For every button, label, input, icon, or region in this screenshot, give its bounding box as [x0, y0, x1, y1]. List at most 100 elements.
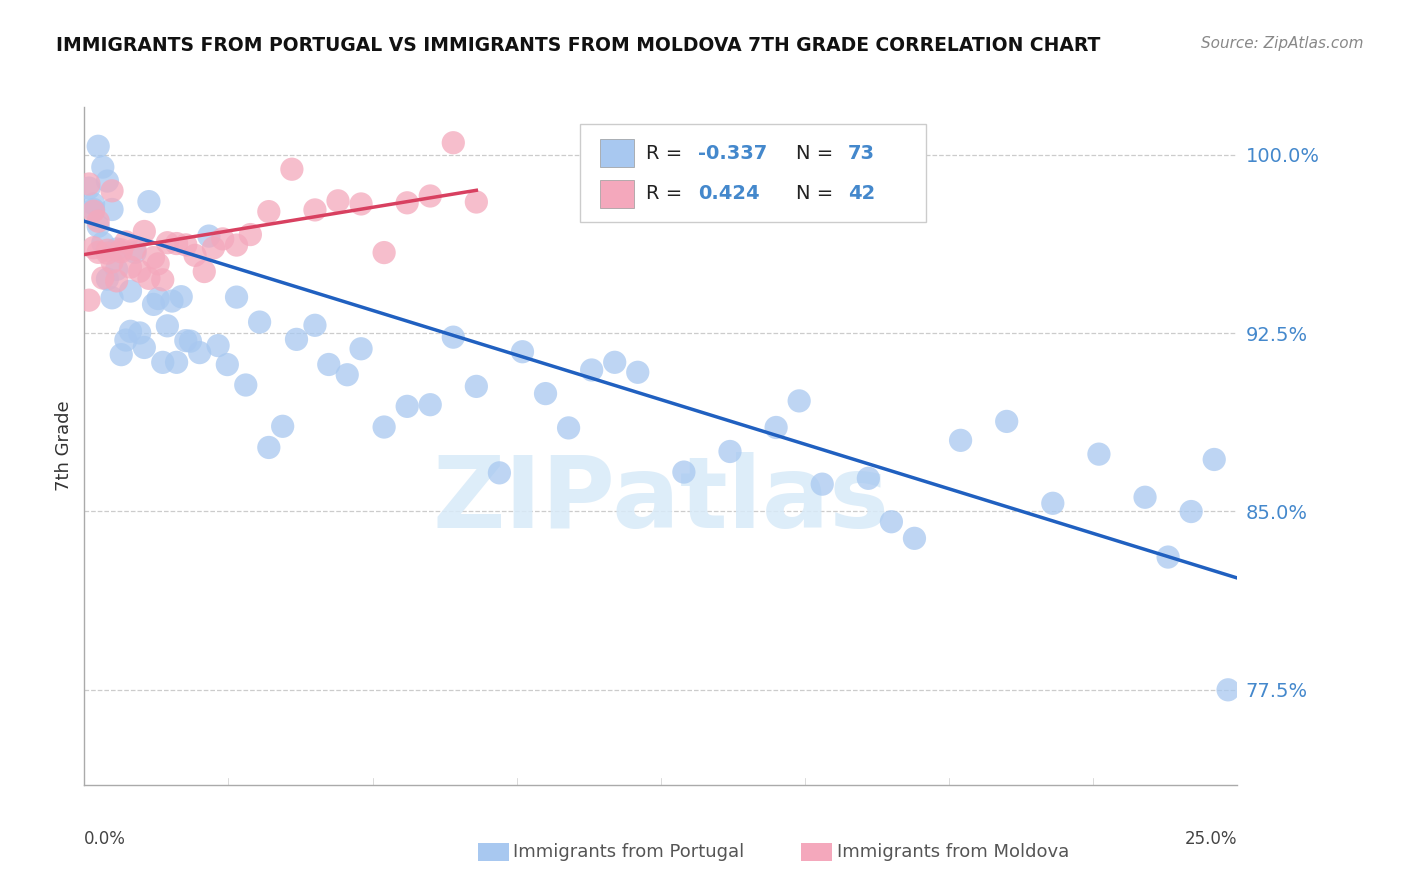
- Text: -0.337: -0.337: [697, 144, 766, 162]
- Point: [87, 245, 110, 260]
- Point: [257, 441, 280, 455]
- Text: Source: ZipAtlas.com: Source: ZipAtlas.com: [1201, 36, 1364, 51]
- Text: Immigrants from Moldova: Immigrants from Moldova: [837, 843, 1069, 861]
- Point: [249, 315, 271, 329]
- Point: [396, 195, 419, 210]
- Point: [160, 293, 183, 308]
- Point: [105, 274, 128, 288]
- Point: [207, 338, 229, 352]
- Point: [124, 243, 146, 257]
- Point: [235, 378, 257, 392]
- Point: [419, 189, 441, 203]
- Point: [91, 160, 114, 174]
- Point: [115, 235, 138, 249]
- Bar: [600, 139, 634, 168]
- Text: 73: 73: [848, 144, 875, 162]
- Point: [96, 246, 118, 260]
- Point: [134, 341, 156, 355]
- Point: [1157, 550, 1180, 565]
- FancyBboxPatch shape: [581, 124, 927, 222]
- Point: [627, 365, 650, 379]
- Point: [765, 420, 787, 434]
- Point: [257, 204, 280, 219]
- Point: [91, 271, 114, 285]
- Point: [419, 398, 441, 412]
- Point: [110, 348, 132, 362]
- Point: [211, 232, 233, 246]
- Point: [83, 202, 105, 217]
- Point: [350, 197, 373, 211]
- Point: [101, 184, 124, 198]
- Point: [174, 334, 197, 348]
- Point: [441, 330, 464, 344]
- Point: [184, 248, 207, 262]
- Text: Immigrants from Portugal: Immigrants from Portugal: [513, 843, 744, 861]
- Point: [152, 355, 174, 369]
- Point: [350, 342, 373, 356]
- Point: [87, 139, 110, 153]
- Point: [152, 273, 174, 287]
- Text: 42: 42: [848, 185, 875, 203]
- Point: [146, 257, 169, 271]
- Point: [465, 194, 488, 209]
- Point: [193, 264, 215, 278]
- Point: [1216, 682, 1239, 697]
- Point: [156, 318, 179, 333]
- Point: [128, 326, 150, 340]
- Point: [202, 241, 225, 255]
- Point: [96, 244, 118, 258]
- Point: [156, 235, 179, 250]
- Point: [110, 244, 132, 259]
- Point: [96, 174, 118, 188]
- Point: [811, 477, 834, 491]
- Point: [87, 214, 110, 228]
- Point: [120, 324, 142, 338]
- Point: [373, 245, 395, 260]
- Point: [304, 202, 326, 217]
- Point: [142, 297, 165, 311]
- Point: [225, 290, 247, 304]
- Point: [557, 421, 579, 435]
- Text: 0.0%: 0.0%: [84, 830, 127, 847]
- Point: [83, 197, 105, 211]
- Point: [77, 177, 100, 191]
- Point: [239, 227, 262, 242]
- Point: [166, 236, 188, 251]
- Point: [465, 379, 488, 393]
- Point: [1088, 447, 1111, 461]
- Point: [174, 238, 197, 252]
- Point: [188, 345, 211, 359]
- Point: [903, 532, 925, 546]
- Point: [672, 465, 695, 479]
- Point: [77, 293, 100, 308]
- Text: R =: R =: [645, 185, 689, 203]
- Text: IMMIGRANTS FROM PORTUGAL VS IMMIGRANTS FROM MOLDOVA 7TH GRADE CORRELATION CHART: IMMIGRANTS FROM PORTUGAL VS IMMIGRANTS F…: [56, 36, 1101, 54]
- Point: [441, 136, 464, 150]
- Text: R =: R =: [645, 144, 689, 162]
- Point: [488, 466, 510, 480]
- Point: [949, 434, 972, 448]
- Point: [534, 386, 557, 401]
- Point: [336, 368, 359, 382]
- Point: [1204, 452, 1226, 467]
- Point: [581, 363, 603, 377]
- Point: [124, 245, 146, 260]
- Point: [170, 290, 193, 304]
- Point: [718, 444, 741, 458]
- Point: [120, 260, 142, 274]
- Point: [1133, 490, 1156, 504]
- Point: [396, 400, 419, 414]
- Point: [91, 235, 114, 250]
- Point: [271, 419, 294, 434]
- Point: [138, 194, 160, 209]
- Point: [83, 204, 105, 219]
- Point: [105, 262, 128, 277]
- Point: [217, 358, 239, 372]
- Point: [281, 162, 304, 177]
- Point: [120, 284, 142, 298]
- Point: [105, 242, 128, 256]
- Point: [101, 291, 124, 305]
- Point: [787, 393, 810, 408]
- Point: [83, 241, 105, 255]
- Point: [285, 332, 308, 346]
